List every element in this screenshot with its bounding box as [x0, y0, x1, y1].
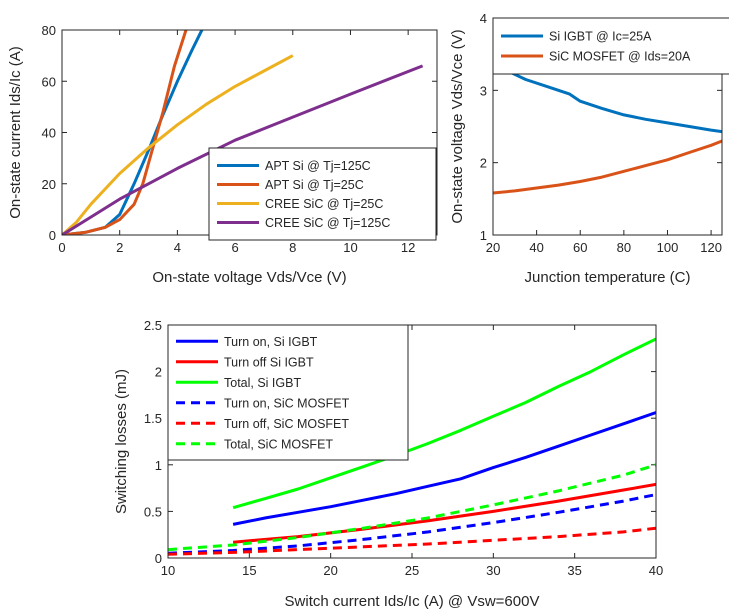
- y-tick-label: 60: [42, 74, 56, 89]
- x-tick-label: 10: [343, 240, 357, 255]
- series-line-0: [232, 411, 656, 526]
- y-tick-label: 2: [480, 156, 487, 171]
- y-tick-label: 1: [155, 458, 162, 473]
- series-line-1: [62, 30, 188, 235]
- x-tick-label: 35: [567, 563, 581, 578]
- series-line-1: [493, 139, 722, 195]
- x-axis-label: Switch current Ids/Ic (A) @ Vsw=600V: [285, 593, 540, 610]
- series-group: [62, 30, 424, 235]
- legend-box: [208, 147, 437, 241]
- y-tick-label: 40: [42, 126, 56, 141]
- x-tick-label: 10: [161, 563, 175, 578]
- legend: Si IGBT @ Ic=25A SiC MOSFET @ Ids=20A: [492, 17, 729, 75]
- legend-label-3: CREE SiC @ Tj=125C: [265, 216, 390, 230]
- series-line-2: [232, 337, 656, 510]
- x-tick-label: 120: [700, 240, 722, 255]
- y-axis-label: On-state current Ids/Ic (A): [7, 46, 24, 219]
- legend: Turn on, Si IGBT Turn off Si IGBT Total, S…: [167, 324, 409, 461]
- legend-label-2: Total, Si IGBT: [224, 376, 301, 390]
- legend-box: [492, 17, 729, 75]
- y-tick-label: 0: [49, 228, 56, 243]
- legend-label-5: Total, SiC MOSFET: [224, 437, 333, 451]
- y-tick-label: 2: [155, 365, 162, 380]
- y-tick-label: 2.5: [144, 318, 162, 333]
- y-tick-label: 0: [155, 551, 162, 566]
- x-tick-label: 25: [405, 563, 419, 578]
- legend-label-0: Turn on, Si IGBT: [224, 335, 318, 349]
- chart-temperature: 20 40 60 80 100 120 1 2 3 4 Junction temperature (…: [449, 11, 729, 286]
- series-line-5: [168, 463, 656, 552]
- series-line-3: [62, 64, 424, 235]
- legend-label-1: Turn off Si IGBT: [224, 355, 314, 369]
- x-tick-label: 15: [242, 563, 256, 578]
- x-tick-label: 60: [573, 240, 587, 255]
- y-tick-label: 0.5: [144, 504, 162, 519]
- legend-label-0: APT Si @ Tj=125C: [265, 159, 371, 173]
- series-line-4: [168, 526, 656, 556]
- series-line-2: [62, 54, 294, 235]
- legend-label-1: APT Si @ Tj=25C: [265, 178, 364, 192]
- y-tick-label: 80: [42, 23, 56, 38]
- legend-label-3: Turn on, SiC MOSFET: [224, 396, 350, 410]
- x-tick-label: 0: [58, 240, 65, 255]
- axis-ticks: 20 40 60 80 100 120 1 2 3 4: [480, 11, 722, 255]
- x-tick-label: 40: [649, 563, 663, 578]
- series-group: [493, 70, 722, 195]
- legend-label-0: Si IGBT @ Ic=25A: [549, 30, 652, 44]
- x-tick-label: 40: [529, 240, 543, 255]
- legend-label-2: CREE SiC @ Tj=25C: [265, 197, 383, 211]
- y-tick-label: 4: [480, 11, 487, 26]
- series-group: [168, 337, 656, 556]
- y-axis-label: On-state voltage Vds/Vce (V): [449, 29, 466, 223]
- x-tick-label: 4: [174, 240, 181, 255]
- x-tick-label: 6: [231, 240, 238, 255]
- x-tick-label: 20: [323, 563, 337, 578]
- y-tick-label: 1: [480, 228, 487, 243]
- x-tick-label: 20: [486, 240, 500, 255]
- x-tick-label: 8: [289, 240, 296, 255]
- x-axis-label: Junction temperature (C): [525, 269, 691, 286]
- y-tick-label: 1.5: [144, 411, 162, 426]
- chart-switching: 10 15 20 25 30 35 40 0 0.5 1 1.5 2 2.5 Switch current…: [113, 318, 663, 610]
- x-tick-label: 30: [486, 563, 500, 578]
- y-axis-label: Switching losses (mJ): [113, 369, 130, 514]
- legend: APT Si @ Tj=125C APT Si @ Tj=25C CREE SiC …: [208, 147, 437, 241]
- legend-label-4: Turn off, SiC MOSFET: [224, 417, 349, 431]
- y-tick-label: 3: [480, 83, 487, 98]
- x-tick-label: 100: [657, 240, 679, 255]
- chart-conduction: 0 2 4 6 8 10 12 0 20 40 60 80 On-state voltage Vds/V…: [7, 23, 438, 286]
- x-tick-label: 2: [116, 240, 123, 255]
- legend-label-1: SiC MOSFET @ Ids=20A: [549, 50, 691, 64]
- series-line-3: [168, 493, 656, 555]
- x-tick-label: 12: [401, 240, 415, 255]
- x-tick-label: 80: [617, 240, 631, 255]
- legend-box: [167, 324, 409, 461]
- series-line-0: [509, 70, 722, 134]
- y-tick-label: 20: [42, 177, 56, 192]
- x-axis-label: On-state voltage Vds/Vce (V): [152, 269, 346, 286]
